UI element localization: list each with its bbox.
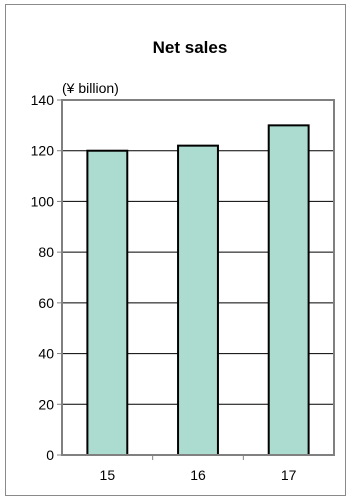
x-tick-label: 17 xyxy=(281,467,297,483)
y-tick-label: 100 xyxy=(31,193,55,209)
bars xyxy=(86,124,310,456)
x-tick-labels: 15 16 17 xyxy=(100,455,297,483)
y-tick-label: 20 xyxy=(38,396,54,412)
y-unit-label: (¥ billion) xyxy=(62,80,119,96)
y-tick-label: 60 xyxy=(38,295,54,311)
y-tick-label: 120 xyxy=(31,143,55,159)
plot-area-border xyxy=(61,99,335,456)
y-tick-label: 140 xyxy=(31,92,55,108)
y-tick-label: 40 xyxy=(38,346,54,362)
y-tick-labels: 0 20 40 60 80 100 120 140 xyxy=(31,92,62,463)
bar-17 xyxy=(267,124,310,456)
chart-title: Net sales xyxy=(153,38,228,57)
bar-16 xyxy=(177,144,219,456)
y-tick-label: 80 xyxy=(38,244,54,260)
x-tick-label: 16 xyxy=(190,467,206,483)
bar-15 xyxy=(86,149,129,456)
x-tick-label: 15 xyxy=(100,467,116,483)
y-tick-label: 0 xyxy=(46,447,54,463)
